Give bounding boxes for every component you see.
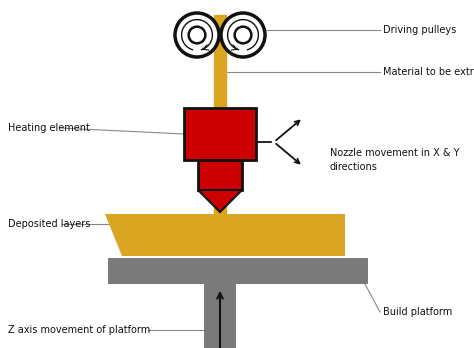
Polygon shape bbox=[105, 214, 345, 256]
Circle shape bbox=[189, 27, 205, 44]
Polygon shape bbox=[198, 190, 242, 212]
Bar bbox=[108, 258, 368, 284]
Text: Build platform: Build platform bbox=[383, 307, 452, 317]
Text: Heating element: Heating element bbox=[8, 123, 90, 133]
FancyBboxPatch shape bbox=[198, 160, 242, 190]
Bar bbox=[214, 15, 226, 222]
Text: Z axis movement of platform: Z axis movement of platform bbox=[8, 325, 150, 335]
Text: Deposited layers: Deposited layers bbox=[8, 219, 91, 229]
Text: Nozzle movement in X & Y
directions: Nozzle movement in X & Y directions bbox=[330, 148, 459, 172]
Circle shape bbox=[221, 13, 265, 57]
Text: Material to be extruded: Material to be extruded bbox=[383, 67, 474, 77]
FancyBboxPatch shape bbox=[184, 108, 256, 160]
Circle shape bbox=[175, 13, 219, 57]
Circle shape bbox=[235, 27, 251, 44]
Text: Driving pulleys: Driving pulleys bbox=[383, 25, 456, 35]
Bar bbox=[204, 284, 236, 348]
